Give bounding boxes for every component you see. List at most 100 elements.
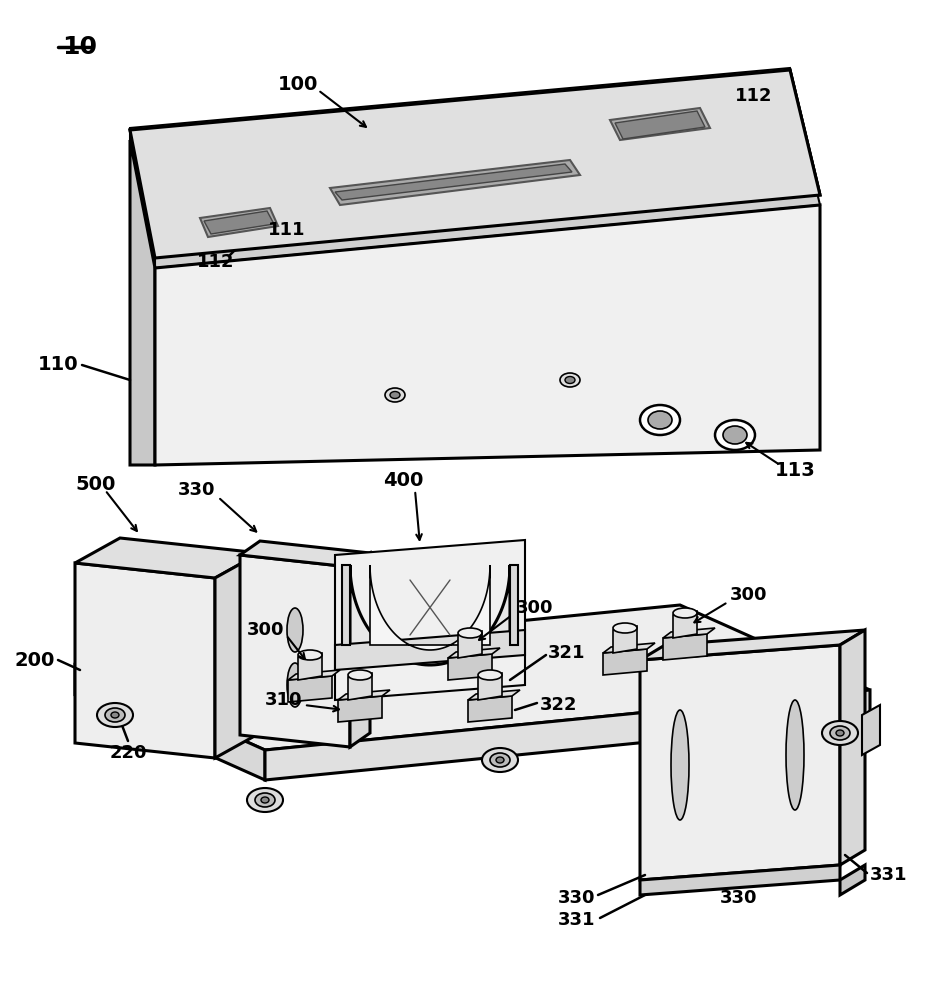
Polygon shape (298, 653, 322, 680)
Polygon shape (265, 690, 870, 780)
Ellipse shape (458, 628, 481, 638)
Text: 111: 111 (267, 221, 305, 239)
Polygon shape (839, 865, 864, 895)
Ellipse shape (785, 700, 803, 810)
Text: 200: 200 (15, 650, 55, 670)
Polygon shape (467, 696, 512, 722)
Polygon shape (839, 630, 864, 865)
Polygon shape (510, 565, 517, 645)
Text: 220: 220 (109, 744, 146, 762)
Ellipse shape (640, 405, 679, 435)
Ellipse shape (489, 753, 510, 767)
Polygon shape (75, 563, 215, 758)
Ellipse shape (298, 650, 322, 660)
Ellipse shape (722, 426, 746, 444)
Ellipse shape (829, 726, 849, 740)
Ellipse shape (286, 608, 303, 652)
Text: 300: 300 (730, 586, 767, 604)
Polygon shape (458, 631, 481, 658)
Text: 300: 300 (515, 599, 552, 617)
Text: 331: 331 (557, 911, 594, 929)
Text: 310: 310 (264, 691, 301, 709)
Polygon shape (348, 673, 372, 700)
Ellipse shape (385, 388, 404, 402)
Polygon shape (200, 208, 278, 237)
Polygon shape (467, 690, 519, 700)
Text: 330: 330 (719, 889, 756, 907)
Polygon shape (640, 630, 864, 660)
Polygon shape (603, 649, 646, 675)
Polygon shape (204, 211, 273, 234)
Ellipse shape (670, 710, 688, 820)
Text: 330: 330 (177, 481, 215, 499)
Ellipse shape (389, 391, 400, 398)
Polygon shape (349, 553, 370, 747)
Ellipse shape (481, 748, 517, 772)
Ellipse shape (97, 703, 133, 727)
Polygon shape (640, 865, 839, 895)
Polygon shape (448, 648, 500, 658)
Ellipse shape (247, 788, 283, 812)
Polygon shape (662, 634, 706, 660)
Polygon shape (615, 111, 705, 139)
Text: 330: 330 (557, 889, 594, 907)
Polygon shape (335, 630, 525, 670)
Polygon shape (215, 553, 260, 758)
Polygon shape (342, 565, 349, 645)
Text: 322: 322 (540, 696, 577, 714)
Ellipse shape (260, 797, 269, 803)
Ellipse shape (348, 670, 372, 680)
Ellipse shape (559, 373, 579, 387)
Polygon shape (75, 665, 265, 780)
Polygon shape (448, 654, 491, 680)
Polygon shape (335, 164, 571, 200)
Text: 100: 100 (277, 76, 318, 95)
Text: 10: 10 (62, 35, 97, 59)
Ellipse shape (647, 411, 671, 429)
Ellipse shape (477, 670, 502, 680)
Text: 112: 112 (734, 87, 771, 105)
Polygon shape (75, 605, 870, 750)
Polygon shape (287, 676, 332, 702)
Text: 321: 321 (548, 644, 585, 662)
Polygon shape (640, 645, 839, 880)
Polygon shape (130, 68, 819, 268)
Text: 400: 400 (383, 471, 423, 489)
Ellipse shape (835, 730, 843, 736)
Ellipse shape (565, 376, 575, 383)
Polygon shape (603, 643, 654, 653)
Polygon shape (130, 70, 819, 258)
Ellipse shape (672, 608, 696, 618)
Polygon shape (155, 205, 819, 465)
Polygon shape (240, 541, 370, 567)
Polygon shape (330, 160, 579, 205)
Polygon shape (370, 565, 489, 650)
Polygon shape (337, 696, 382, 722)
Polygon shape (335, 540, 525, 700)
Ellipse shape (105, 708, 125, 722)
Text: 112: 112 (197, 253, 235, 271)
Polygon shape (662, 628, 714, 638)
Text: 113: 113 (774, 460, 815, 480)
Ellipse shape (286, 663, 303, 707)
Polygon shape (130, 140, 155, 465)
Ellipse shape (495, 757, 503, 763)
Polygon shape (349, 565, 510, 665)
Ellipse shape (714, 420, 755, 450)
Polygon shape (477, 673, 502, 700)
Ellipse shape (613, 623, 636, 633)
Polygon shape (130, 70, 819, 258)
Text: 300: 300 (247, 621, 284, 639)
Text: 331: 331 (870, 866, 907, 884)
Ellipse shape (821, 721, 857, 745)
Polygon shape (75, 538, 260, 578)
Polygon shape (613, 626, 636, 653)
Polygon shape (672, 611, 696, 638)
Polygon shape (609, 108, 709, 140)
Ellipse shape (111, 712, 119, 718)
Text: 500: 500 (75, 476, 115, 494)
Text: 110: 110 (37, 356, 78, 374)
Polygon shape (861, 705, 879, 755)
Polygon shape (287, 670, 339, 680)
Ellipse shape (255, 793, 274, 807)
